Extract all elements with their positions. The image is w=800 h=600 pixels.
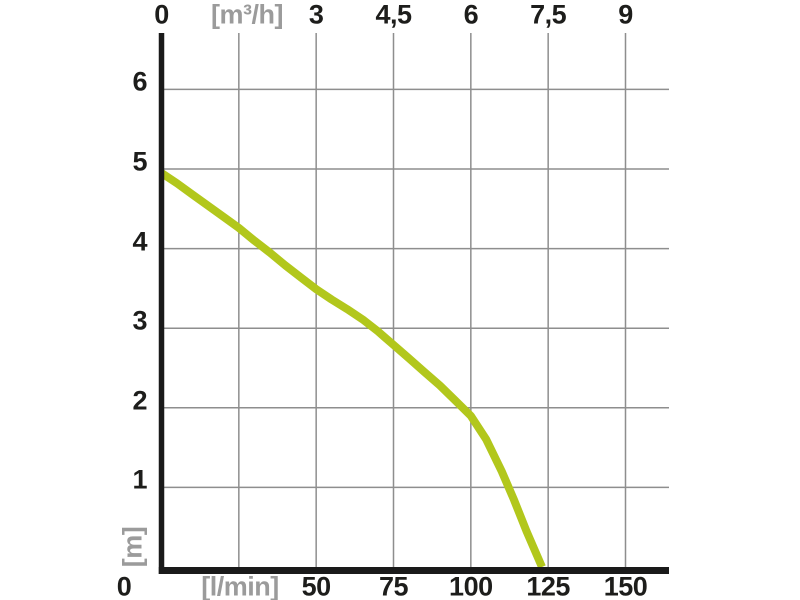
bottom-tick-label-150: 150 xyxy=(603,571,648,600)
left-tick-label-6: 6 xyxy=(132,66,147,97)
bottom-tick-label-50: 50 xyxy=(301,571,332,600)
top-tick-label-3: 3 xyxy=(308,0,324,30)
top-tick-label-6: 6 xyxy=(463,0,479,30)
left-tick-label-4: 4 xyxy=(132,226,147,257)
pump-curve-line xyxy=(159,169,546,569)
bottom-tick-label-100: 100 xyxy=(449,571,493,600)
top-tick-label-4-5: 4,5 xyxy=(375,0,412,30)
left-tick-label-3: 3 xyxy=(132,305,147,336)
top-tick-label-0: 0 xyxy=(154,0,169,30)
left-axis-unit-label: [m] xyxy=(117,526,148,568)
bottom-tick-label-125: 125 xyxy=(526,571,570,600)
left-tick-label-2: 2 xyxy=(132,385,147,416)
bottom-tick-label-75: 75 xyxy=(378,571,409,600)
top-axis-unit-label: [m³/h] xyxy=(211,0,283,30)
left-tick-label-1: 1 xyxy=(132,464,147,495)
bottom-axis-unit-label: [l/min] xyxy=(201,571,279,600)
left-tick-label-5: 5 xyxy=(132,146,147,177)
top-tick-label-9: 9 xyxy=(618,0,633,30)
origin-tick-label: 0 xyxy=(116,571,132,600)
top-tick-label-7-5: 7,5 xyxy=(530,0,567,30)
